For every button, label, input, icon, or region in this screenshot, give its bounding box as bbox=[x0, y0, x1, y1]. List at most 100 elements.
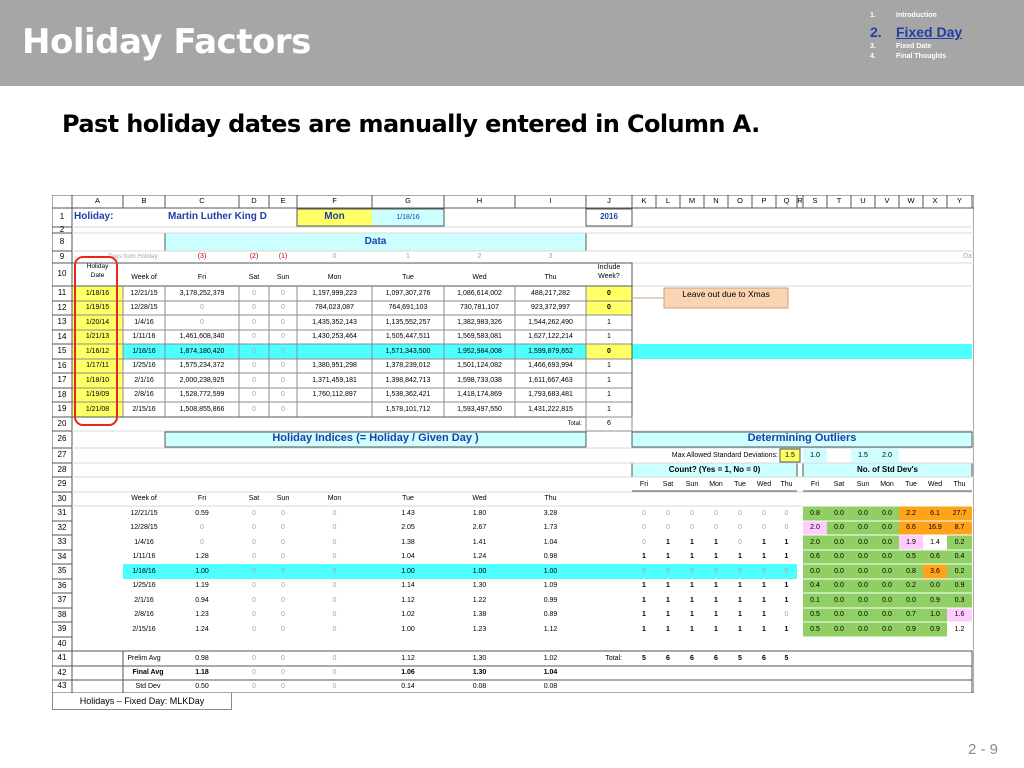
count-day-header: Tue bbox=[734, 480, 746, 488]
data-value: 0 bbox=[281, 304, 285, 312]
column-header: C bbox=[199, 196, 205, 206]
std-value: 0.4 bbox=[810, 582, 820, 590]
total-label: Total: bbox=[567, 420, 582, 427]
std-value: 0.2 bbox=[954, 567, 965, 575]
index-value: 3.28 bbox=[543, 509, 558, 517]
holiday-date: 1/18/16 bbox=[85, 289, 110, 297]
data-value: 1,528,772,599 bbox=[179, 391, 225, 399]
index-value: 1.38 bbox=[472, 611, 487, 619]
std-value: 0.0 bbox=[882, 524, 892, 532]
index-value: 0 bbox=[332, 625, 337, 633]
column-header: F bbox=[332, 196, 337, 206]
column-header: R bbox=[797, 196, 803, 206]
std-label: No. of Std Dev's bbox=[856, 464, 919, 474]
count-flag: 0 bbox=[784, 524, 789, 532]
header-bar: Holiday Factors 1. Introduction 2. Fixed Da… bbox=[0, 0, 1024, 86]
std-value: 0.9 bbox=[930, 596, 940, 604]
week-of: 12/21/15 bbox=[130, 289, 158, 297]
slide-title: Holiday Factors bbox=[22, 22, 311, 62]
day-header: Sun bbox=[276, 495, 290, 503]
index-value: 1.23 bbox=[472, 625, 487, 633]
count-flag: 1 bbox=[642, 553, 646, 561]
column-header: M bbox=[688, 196, 696, 206]
std-value: 0.0 bbox=[882, 567, 892, 575]
data-value: 1,952,984,008 bbox=[457, 347, 502, 355]
std-value: 0.0 bbox=[858, 524, 868, 532]
index-value: 2.67 bbox=[472, 524, 487, 532]
count-label: Count? (Yes = 1, No = 0) bbox=[668, 464, 761, 474]
count-flag: 1 bbox=[784, 596, 789, 604]
count-flag: 1 bbox=[642, 625, 646, 633]
holiday-label: Holiday: bbox=[74, 211, 114, 222]
row-number: 32 bbox=[57, 522, 67, 532]
data-value: 1,435,352,143 bbox=[312, 318, 357, 326]
count-flag: 1 bbox=[690, 625, 694, 633]
final-avg-value: 1.04 bbox=[543, 669, 558, 677]
index-value: 0 bbox=[332, 524, 337, 532]
data-value: 1,793,683,481 bbox=[528, 391, 573, 399]
data-section-header: Data bbox=[364, 235, 387, 247]
count-flag: 1 bbox=[784, 538, 789, 546]
total-value: 6 bbox=[607, 420, 611, 428]
row-number: 29 bbox=[57, 479, 67, 489]
index-value: 0 bbox=[281, 524, 285, 532]
row-number: 1 bbox=[59, 212, 65, 222]
index-value: 1.80 bbox=[472, 509, 487, 517]
std-value: 0.0 bbox=[834, 524, 844, 532]
index-value: 0 bbox=[281, 611, 285, 619]
data-value: 1,598,733,038 bbox=[457, 376, 502, 384]
count-total-value: 6 bbox=[690, 654, 694, 662]
count-day-header: Fri bbox=[639, 480, 649, 488]
index-value: 1.00 bbox=[543, 567, 558, 575]
data-value: 0 bbox=[281, 362, 285, 370]
final-avg-value: 1.18 bbox=[195, 669, 209, 677]
count-flag: 1 bbox=[666, 596, 670, 604]
std-value: 0.0 bbox=[810, 567, 820, 575]
std-value: 0.9 bbox=[954, 582, 965, 590]
day-header: Tue bbox=[402, 495, 414, 503]
holiday-day: Mon bbox=[324, 211, 345, 222]
std-value: 8.7 bbox=[954, 524, 965, 532]
data-value: 1,569,583,081 bbox=[457, 333, 502, 341]
agenda-item-label: Fixed Day bbox=[896, 24, 963, 40]
count-flag: 0 bbox=[642, 538, 646, 546]
column-header: G bbox=[405, 196, 411, 206]
week-of: 1/4/16 bbox=[134, 318, 154, 326]
xmas-note: Leave out due to Xmas bbox=[682, 288, 770, 299]
count-flag: 0 bbox=[642, 524, 646, 532]
data-value: 1,538,362,421 bbox=[385, 391, 431, 399]
std-value: 0.0 bbox=[882, 538, 892, 546]
index-value: 0 bbox=[281, 625, 285, 633]
index-value: 0.99 bbox=[543, 596, 558, 604]
data-value: 1,430,253,464 bbox=[312, 333, 357, 341]
column-header: Y bbox=[956, 196, 963, 206]
row-number: 11 bbox=[57, 288, 67, 298]
count-flag: 1 bbox=[784, 582, 789, 590]
holiday-date-header: Holiday bbox=[86, 263, 109, 271]
row-number: 38 bbox=[57, 609, 67, 619]
index-value: 0 bbox=[332, 553, 337, 561]
day-header: Fri bbox=[197, 495, 207, 503]
column-header: K bbox=[641, 196, 647, 206]
spreadsheet: A B C D E F G H I J K L M N O P Q R S T U V W X Y 1 2 8 9 10 11 12 13 14 1… bbox=[52, 195, 974, 693]
std-value: 0.0 bbox=[834, 582, 844, 590]
data-value: 0 bbox=[252, 405, 256, 413]
holiday-date-header: Date bbox=[90, 272, 105, 280]
std-value: 0.6 bbox=[930, 553, 940, 561]
std-value: 0.0 bbox=[834, 596, 844, 604]
column-header: A bbox=[94, 196, 101, 206]
include-flag: 0 bbox=[607, 304, 611, 312]
data-value: 1,135,552,257 bbox=[385, 318, 431, 326]
column-header: P bbox=[761, 196, 767, 206]
index-value: 2.05 bbox=[401, 524, 415, 532]
index-value: 0 bbox=[281, 509, 285, 517]
index-value: 0 bbox=[281, 582, 285, 590]
week-of: 1/25/16 bbox=[132, 362, 156, 370]
index-value: 1.00 bbox=[195, 567, 209, 575]
count-flag: 1 bbox=[738, 611, 742, 619]
count-flag: 1 bbox=[666, 553, 670, 561]
data-value: 0 bbox=[281, 405, 285, 413]
include-flag: 0 bbox=[607, 347, 611, 355]
holiday-date: 1/19/15 bbox=[85, 304, 110, 312]
sheet-tab[interactable]: Holidays – Fixed Day: MLKDay bbox=[52, 693, 232, 710]
